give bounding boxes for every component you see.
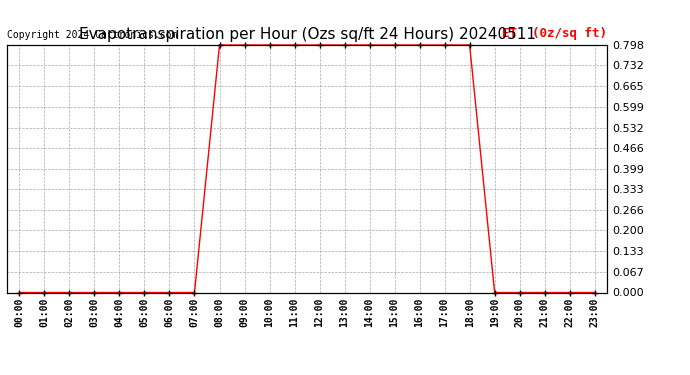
Text: Copyright 2024 Cartronics.com: Copyright 2024 Cartronics.com bbox=[7, 30, 177, 40]
Title: Evapotranspiration per Hour (Ozs sq/ft 24 Hours) 20240511: Evapotranspiration per Hour (Ozs sq/ft 2… bbox=[79, 27, 535, 42]
Text: ET  (0z/sq ft): ET (0z/sq ft) bbox=[502, 27, 607, 40]
